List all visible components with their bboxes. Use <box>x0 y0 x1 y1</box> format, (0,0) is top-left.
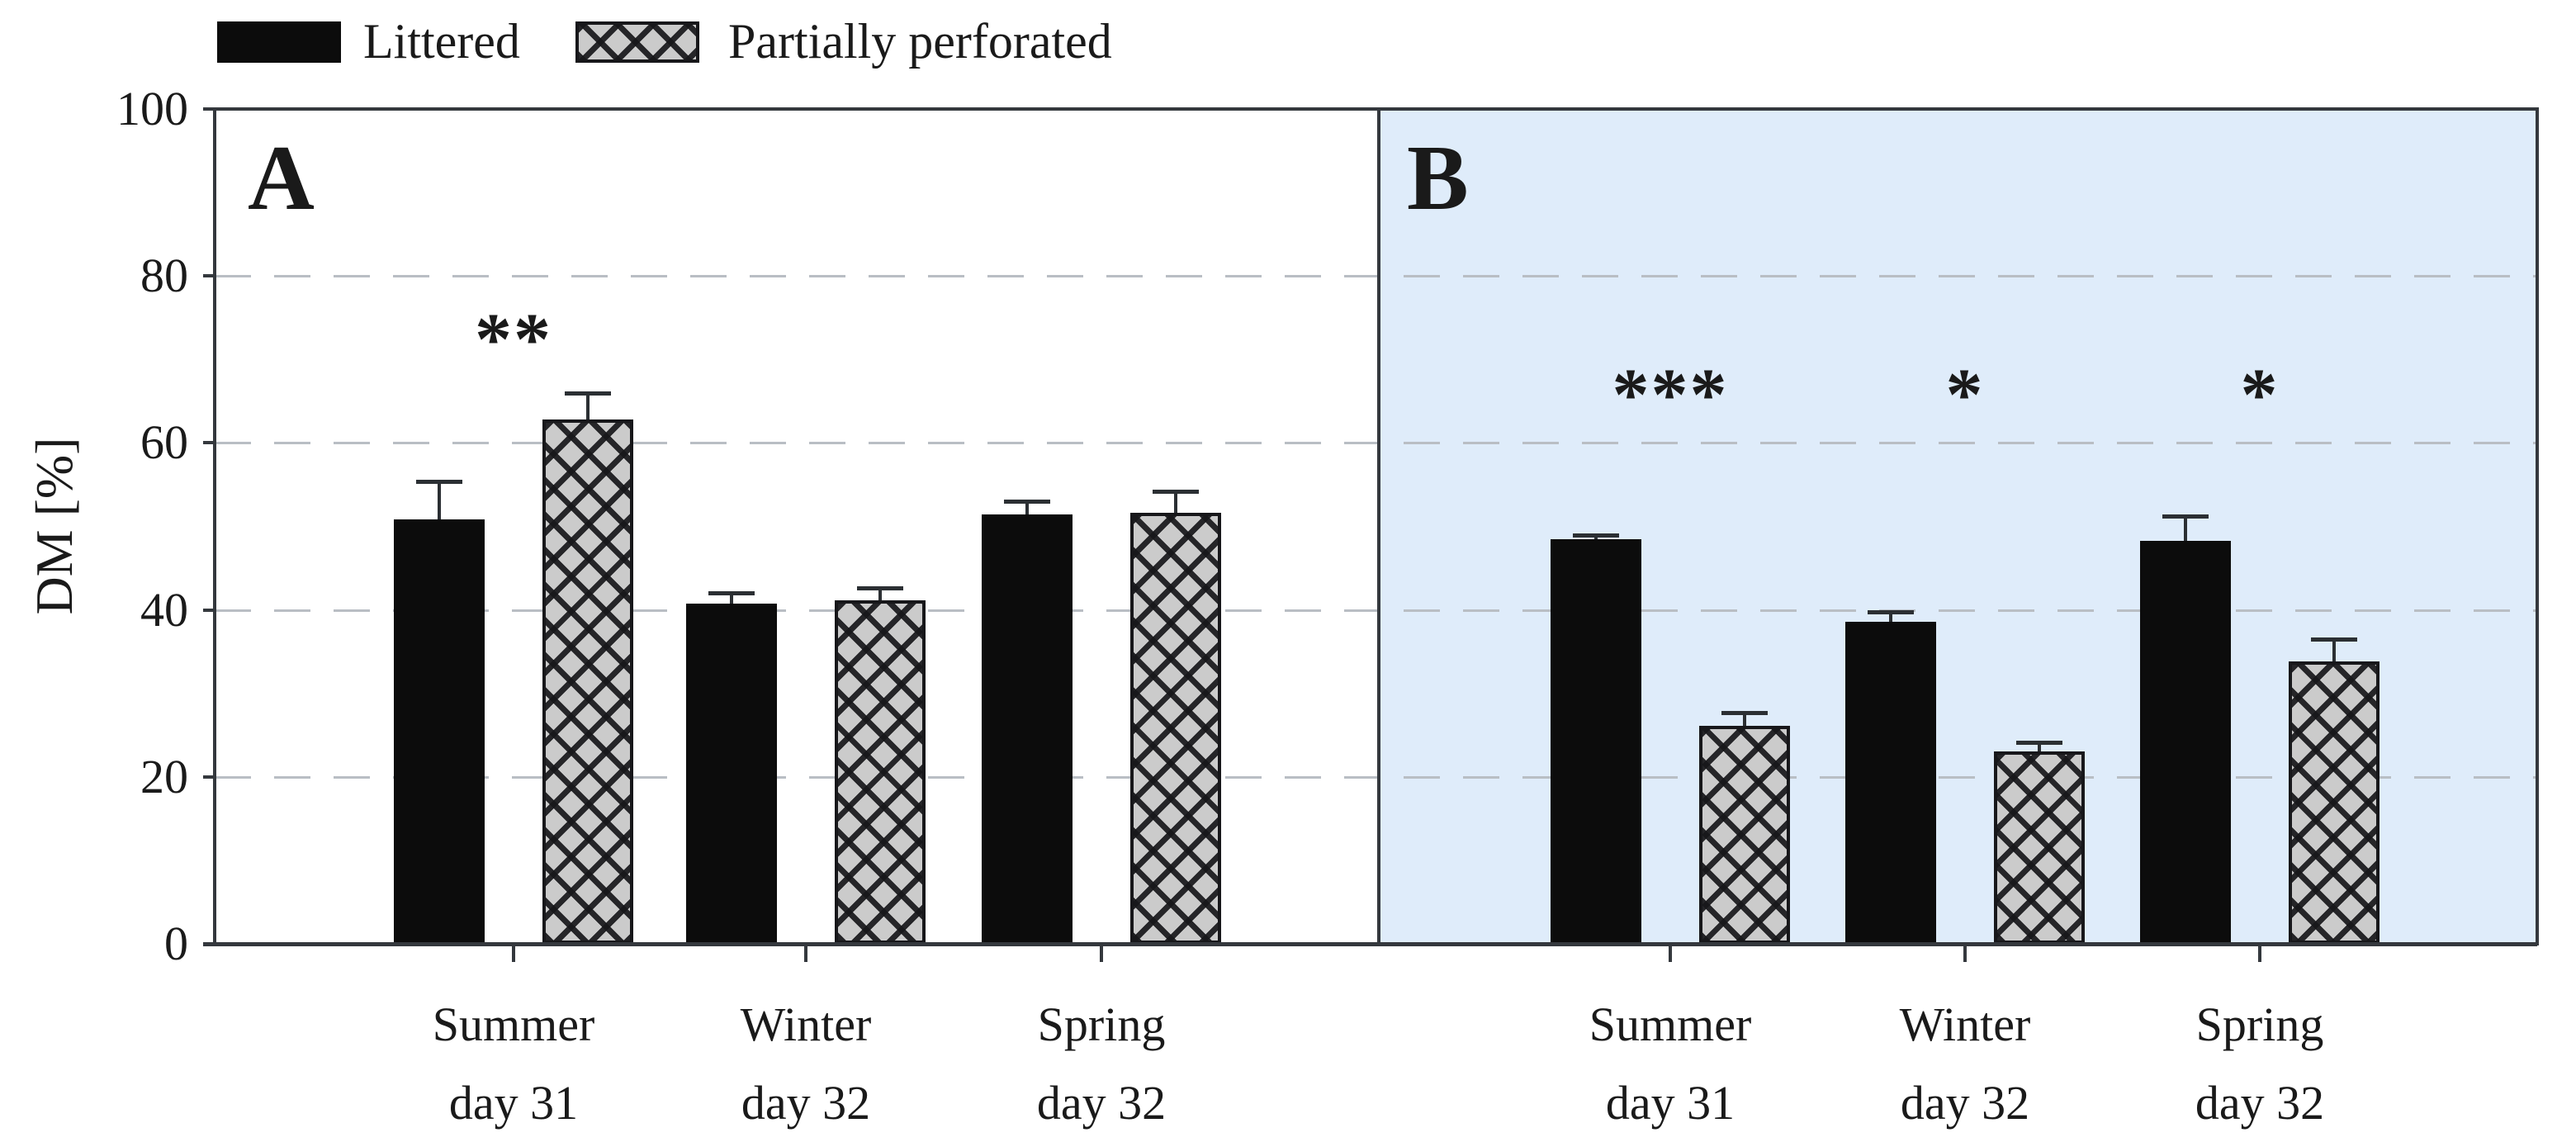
panel-letter-a: A <box>248 127 315 230</box>
error-cap-perforated-b-0 <box>1721 710 1768 715</box>
error-bar-perforated-b-0 <box>1743 712 1746 727</box>
error-cap-littered-b-2 <box>2162 514 2209 519</box>
error-bar-perforated-b-1 <box>2038 742 2041 752</box>
gridline-40 <box>215 609 2537 612</box>
panel-letter-b: B <box>1407 127 1469 230</box>
x-tick-a-1 <box>804 944 807 962</box>
error-bar-perforated-a-1 <box>878 588 882 601</box>
x-label-a-1: Winter day 32 <box>599 985 1012 1142</box>
frame-right <box>2536 107 2539 945</box>
y-tick-label-0: 0 <box>164 917 188 970</box>
x-label-day: day 32 <box>741 1076 871 1130</box>
legend-swatch-littered-icon <box>217 21 341 63</box>
error-cap-littered-a-1 <box>708 591 755 596</box>
bar-littered-b-2 <box>2140 540 2231 944</box>
x-label-day: day 31 <box>448 1076 579 1130</box>
x-label-day: day 32 <box>1900 1076 2030 1130</box>
legend-label-partially-perforated: Partially perforated <box>728 14 1112 69</box>
x-label-day: day 32 <box>2195 1076 2325 1130</box>
x-label-season: Winter <box>1899 997 2031 1051</box>
y-tick-40 <box>203 608 215 612</box>
error-bar-perforated-a-2 <box>1174 491 1177 514</box>
bar-littered-b-0 <box>1551 538 1641 944</box>
x-label-season: Winter <box>740 997 872 1051</box>
x-tick-a-0 <box>512 944 515 962</box>
error-cap-littered-b-1 <box>1868 609 1914 614</box>
bar-perforated-a-1 <box>835 600 926 944</box>
x-tick-a-2 <box>1100 944 1103 962</box>
legend: Littered Partially perforated <box>0 0 1404 91</box>
axis-bottom <box>203 942 2537 946</box>
x-label-season: Summer <box>432 997 595 1051</box>
error-bar-perforated-a-0 <box>586 392 590 420</box>
x-label-b-0: Summer day 31 <box>1464 985 1877 1142</box>
error-cap-perforated-b-1 <box>2016 741 2062 746</box>
y-tick-100 <box>203 107 215 111</box>
y-tick-60 <box>203 441 215 445</box>
panel-divider <box>1377 107 1380 945</box>
x-label-a-0: Summer day 31 <box>307 985 720 1142</box>
y-tick-label-40: 40 <box>140 582 188 637</box>
significance-b-0: *** <box>1612 354 1729 436</box>
error-cap-perforated-b-2 <box>2311 637 2357 642</box>
error-cap-perforated-a-2 <box>1153 490 1199 495</box>
frame-top <box>213 107 2539 111</box>
error-cap-littered-a-2 <box>1004 500 1050 505</box>
axis-left <box>213 107 216 945</box>
x-label-season: Summer <box>1589 997 1752 1051</box>
error-cap-littered-b-0 <box>1573 533 1619 538</box>
error-bar-perforated-b-2 <box>2332 638 2336 662</box>
x-label-day: day 31 <box>1605 1076 1735 1130</box>
bar-perforated-a-0 <box>542 419 633 944</box>
x-tick-b-1 <box>1963 944 1967 962</box>
significance-b-2: * <box>2240 354 2280 436</box>
x-label-season: Spring <box>1037 997 1166 1051</box>
bar-littered-a-0 <box>394 519 485 944</box>
x-label-a-2: Spring day 32 <box>895 985 1308 1142</box>
y-tick-label-20: 20 <box>140 749 188 803</box>
x-label-season: Spring <box>2195 997 2324 1051</box>
bar-littered-a-2 <box>982 514 1073 944</box>
bar-perforated-b-1 <box>1994 751 2085 944</box>
x-tick-b-2 <box>2258 944 2261 962</box>
gridline-60 <box>215 442 2537 445</box>
bar-littered-a-1 <box>686 603 777 944</box>
legend-swatch-partially-perforated-icon <box>575 21 699 63</box>
y-axis-title: DM [%] <box>25 437 83 615</box>
x-tick-b-0 <box>1669 944 1672 962</box>
x-label-day: day 32 <box>1036 1076 1167 1130</box>
x-label-b-2: Spring day 32 <box>2053 985 2466 1142</box>
legend-label-littered: Littered <box>363 14 520 69</box>
y-tick-label-60: 60 <box>140 415 188 470</box>
error-bar-littered-b-2 <box>2184 516 2187 541</box>
significance-b-1: * <box>1945 354 1985 436</box>
y-tick-label-80: 80 <box>140 249 188 303</box>
y-tick-80 <box>203 274 215 278</box>
y-tick-label-100: 100 <box>116 82 188 135</box>
significance-a-0: ** <box>475 299 552 381</box>
bar-perforated-b-0 <box>1699 726 1790 944</box>
error-bar-littered-a-2 <box>1025 501 1029 515</box>
bar-littered-b-1 <box>1845 621 1936 944</box>
bar-perforated-a-2 <box>1130 513 1221 944</box>
x-label-b-1: Winter day 32 <box>1759 985 2171 1142</box>
error-cap-perforated-a-0 <box>565 391 611 396</box>
error-bar-littered-a-1 <box>730 593 733 604</box>
error-bar-littered-b-1 <box>1889 611 1892 622</box>
error-cap-perforated-a-1 <box>857 586 903 591</box>
y-tick-20 <box>203 775 215 779</box>
error-cap-littered-a-0 <box>416 479 462 484</box>
gridline-80 <box>215 275 2537 278</box>
bar-perforated-b-2 <box>2289 661 2379 944</box>
error-bar-littered-a-0 <box>438 481 441 520</box>
gridline-20 <box>215 775 2537 779</box>
